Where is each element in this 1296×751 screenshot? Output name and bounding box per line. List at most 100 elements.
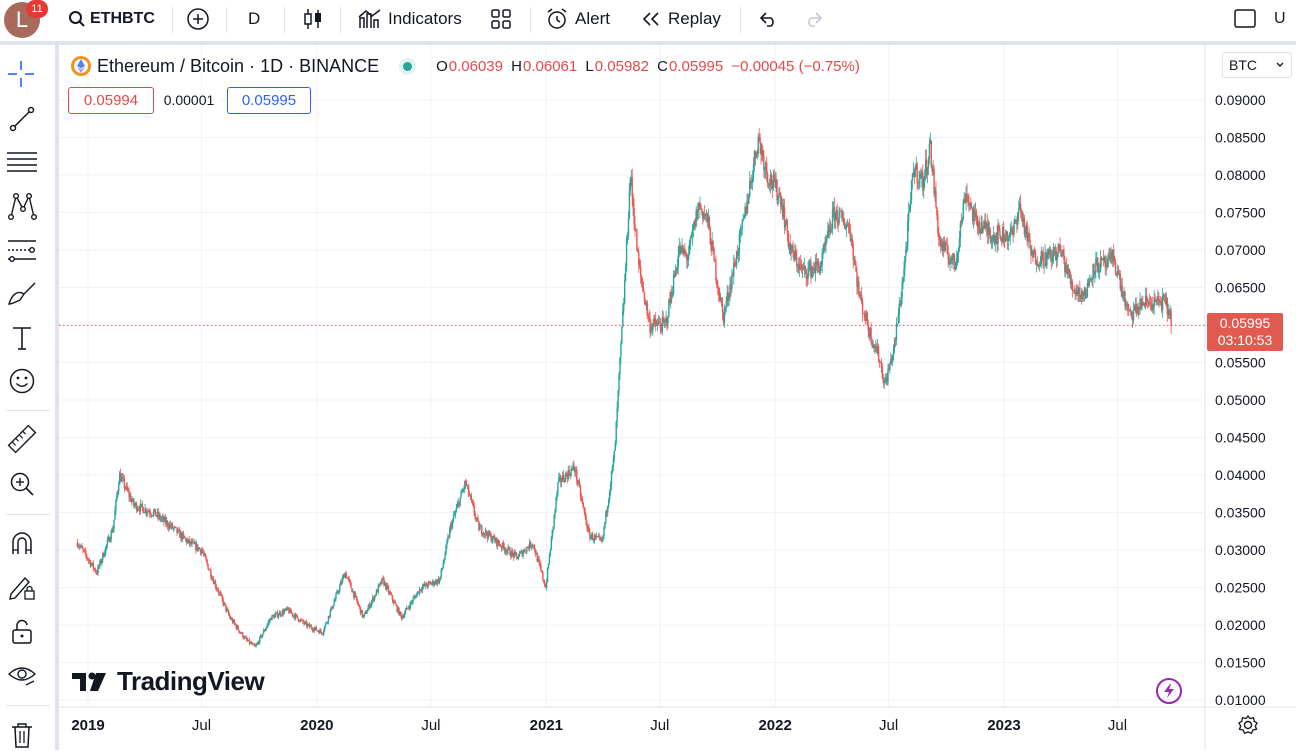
replay-button[interactable]: Replay (640, 0, 721, 38)
candle-body (762, 150, 764, 157)
symbol-search[interactable]: ETHBTC (68, 0, 155, 38)
chart-type-button[interactable] (302, 0, 324, 38)
lock-all-tool[interactable] (6, 616, 38, 648)
redo-button[interactable] (804, 0, 824, 38)
candle-body (523, 549, 525, 553)
tradingview-logo[interactable]: TradingView (72, 666, 265, 697)
fib-tool[interactable] (6, 146, 38, 178)
candle-body (296, 615, 299, 619)
candle-body (858, 281, 860, 295)
candle-body (133, 498, 135, 506)
magnet-tool[interactable] (6, 527, 38, 559)
indicators-button[interactable]: Indicators (358, 0, 462, 38)
pattern-tool[interactable] (6, 190, 38, 222)
candle-body (104, 547, 107, 555)
candle-body (1137, 306, 1139, 314)
symbol-title[interactable]: Ethereum / Bitcoin · 1D · BINANCE (97, 55, 380, 76)
price-tick-label: 0.06500 (1215, 280, 1266, 296)
trend-line-tool[interactable] (6, 103, 38, 135)
candle-body (571, 468, 573, 470)
hide-drawings-tool[interactable] (6, 659, 38, 691)
brush-tool[interactable] (6, 278, 38, 310)
candle-body (923, 178, 925, 191)
candle-body (539, 562, 541, 566)
candle-body (351, 588, 353, 593)
candle-body (401, 615, 403, 619)
candle-body (203, 553, 206, 555)
candle-body (1062, 249, 1064, 254)
candle-body (217, 590, 220, 594)
candle-body (1014, 220, 1016, 223)
price-axis[interactable]: 0.09000 0.08500 0.08000 0.07500 0.07000 0.065… (1215, 92, 1266, 708)
candle-body (84, 550, 86, 552)
candle-body (1056, 252, 1058, 261)
candle-body (274, 615, 276, 619)
forecast-tool[interactable] (6, 234, 38, 266)
candle-body (483, 533, 486, 535)
divider (172, 7, 173, 33)
interval-button[interactable]: D (248, 0, 260, 38)
price-tick-label: 0.02000 (1215, 617, 1266, 633)
candle-body (683, 250, 685, 254)
compare-button[interactable] (186, 0, 210, 38)
lock-drawing-tool[interactable] (6, 571, 38, 603)
remove-drawings-tool[interactable] (6, 719, 38, 751)
candle-body (1004, 235, 1007, 242)
candle-body (242, 632, 244, 638)
candle-body (883, 381, 885, 384)
currency-select[interactable]: BTC (1222, 52, 1292, 78)
candle-body (790, 249, 792, 254)
candle-body (97, 566, 99, 574)
chart-settings-button[interactable] (1237, 714, 1259, 741)
candle-body (358, 605, 361, 607)
emoji-tool[interactable] (6, 365, 38, 397)
candle-body (1025, 224, 1027, 230)
alert-button[interactable]: Alert (545, 0, 610, 38)
lightning-button[interactable] (1156, 678, 1182, 704)
candle-body (509, 548, 511, 556)
divider (340, 7, 341, 33)
time-axis[interactable]: 2019 Jul 2020 Jul 2021 Jul 2022 Jul 2023 Jul (71, 717, 1127, 734)
text-tool[interactable] (6, 322, 38, 354)
ruler-tool[interactable] (6, 423, 38, 455)
trend-line-icon (9, 106, 35, 132)
buy-price-button[interactable]: 0.05995 (227, 87, 311, 114)
candle-body (279, 612, 282, 616)
candle-body (1069, 276, 1072, 284)
crosshair-tool[interactable] (5, 58, 37, 90)
candle-body (669, 299, 671, 304)
layouts-button[interactable] (490, 0, 512, 38)
candle-body (266, 624, 269, 628)
candle-body (590, 536, 592, 539)
undo-button[interactable] (758, 0, 778, 38)
candle-body (101, 559, 103, 564)
candle-body (559, 476, 561, 478)
candle-body (892, 345, 895, 355)
candle-body (960, 222, 963, 223)
zoom-tool[interactable] (6, 468, 38, 500)
candle-body (334, 599, 336, 602)
candle-body (367, 608, 369, 612)
candle-body (940, 243, 943, 247)
candle-body (1041, 251, 1043, 253)
candle-body (995, 232, 997, 239)
sell-price-button[interactable]: 0.05994 (68, 87, 154, 114)
candle-body (167, 526, 170, 529)
candle-body (328, 615, 331, 617)
layout-menu[interactable]: U (1274, 0, 1286, 38)
candle-body (1118, 274, 1121, 276)
candle-body (518, 553, 521, 557)
candle-body (765, 162, 767, 169)
candle-body (633, 208, 635, 225)
candle-body (261, 634, 264, 637)
candle-body (938, 233, 940, 238)
candle-body (250, 642, 253, 645)
fullscreen-button[interactable] (1233, 0, 1257, 38)
candle-body (594, 535, 597, 538)
candle-body (491, 540, 493, 542)
price-chart[interactable]: 0.09000 0.08500 0.08000 0.07500 0.07000 0.065… (59, 45, 1296, 750)
candle-body (272, 615, 274, 616)
candle-body (1091, 278, 1093, 280)
time-tick-label: 2021 (530, 717, 563, 734)
candle-body (968, 200, 970, 205)
